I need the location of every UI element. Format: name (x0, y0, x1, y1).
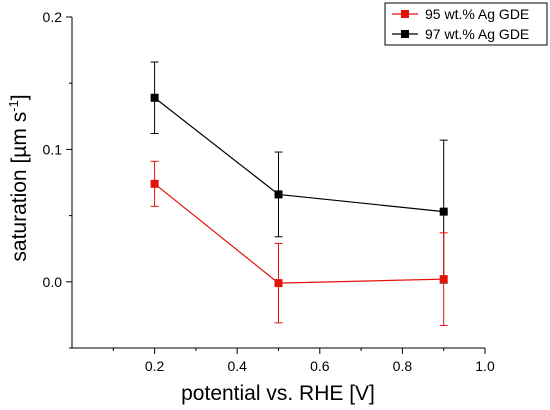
legend-label: 95 wt.% Ag GDE (425, 6, 529, 22)
series-1 (150, 61, 448, 284)
legend-label: 97 wt.% Ag GDE (425, 26, 529, 42)
data-point (439, 275, 448, 284)
x-axis-label: potential vs. RHE [V] (181, 382, 375, 405)
x-tick-label: 1.0 (475, 358, 495, 374)
legend-marker (401, 30, 409, 38)
legend-marker (401, 10, 409, 18)
x-tick-label: 0.6 (310, 358, 330, 374)
data-point (439, 207, 448, 216)
y-tick-label: 0.1 (43, 141, 63, 157)
y-axis-label-sup: -1 (6, 100, 21, 112)
data-point (150, 93, 159, 102)
y-tick-label: 0.0 (43, 274, 63, 290)
series-layer (150, 61, 448, 326)
series-line (154, 183, 444, 284)
data-point (274, 279, 283, 288)
series-0 (150, 160, 448, 326)
x-tick-label: 0.4 (227, 358, 247, 374)
y-axis-ticks: 0.0 0.1 0.2 (43, 9, 72, 349)
legend-box (384, 2, 548, 46)
legend: 95 wt.% Ag GDE 97 wt.% Ag GDE (384, 2, 548, 46)
y-tick-label: 0.2 (43, 9, 63, 25)
x-tick-label: 0.8 (393, 358, 413, 374)
x-tick-label: 0.2 (145, 358, 165, 374)
series-line (154, 97, 444, 213)
data-point (150, 179, 159, 188)
y-axis-label: saturation [µm s-1] (6, 94, 31, 261)
data-point (274, 190, 283, 199)
y-axis-label-main: saturation [µm s (8, 112, 31, 262)
x-axis-ticks: 0.2 0.4 0.6 0.8 1.0 (112, 348, 495, 374)
y-axis-label-end: ] (8, 94, 31, 100)
